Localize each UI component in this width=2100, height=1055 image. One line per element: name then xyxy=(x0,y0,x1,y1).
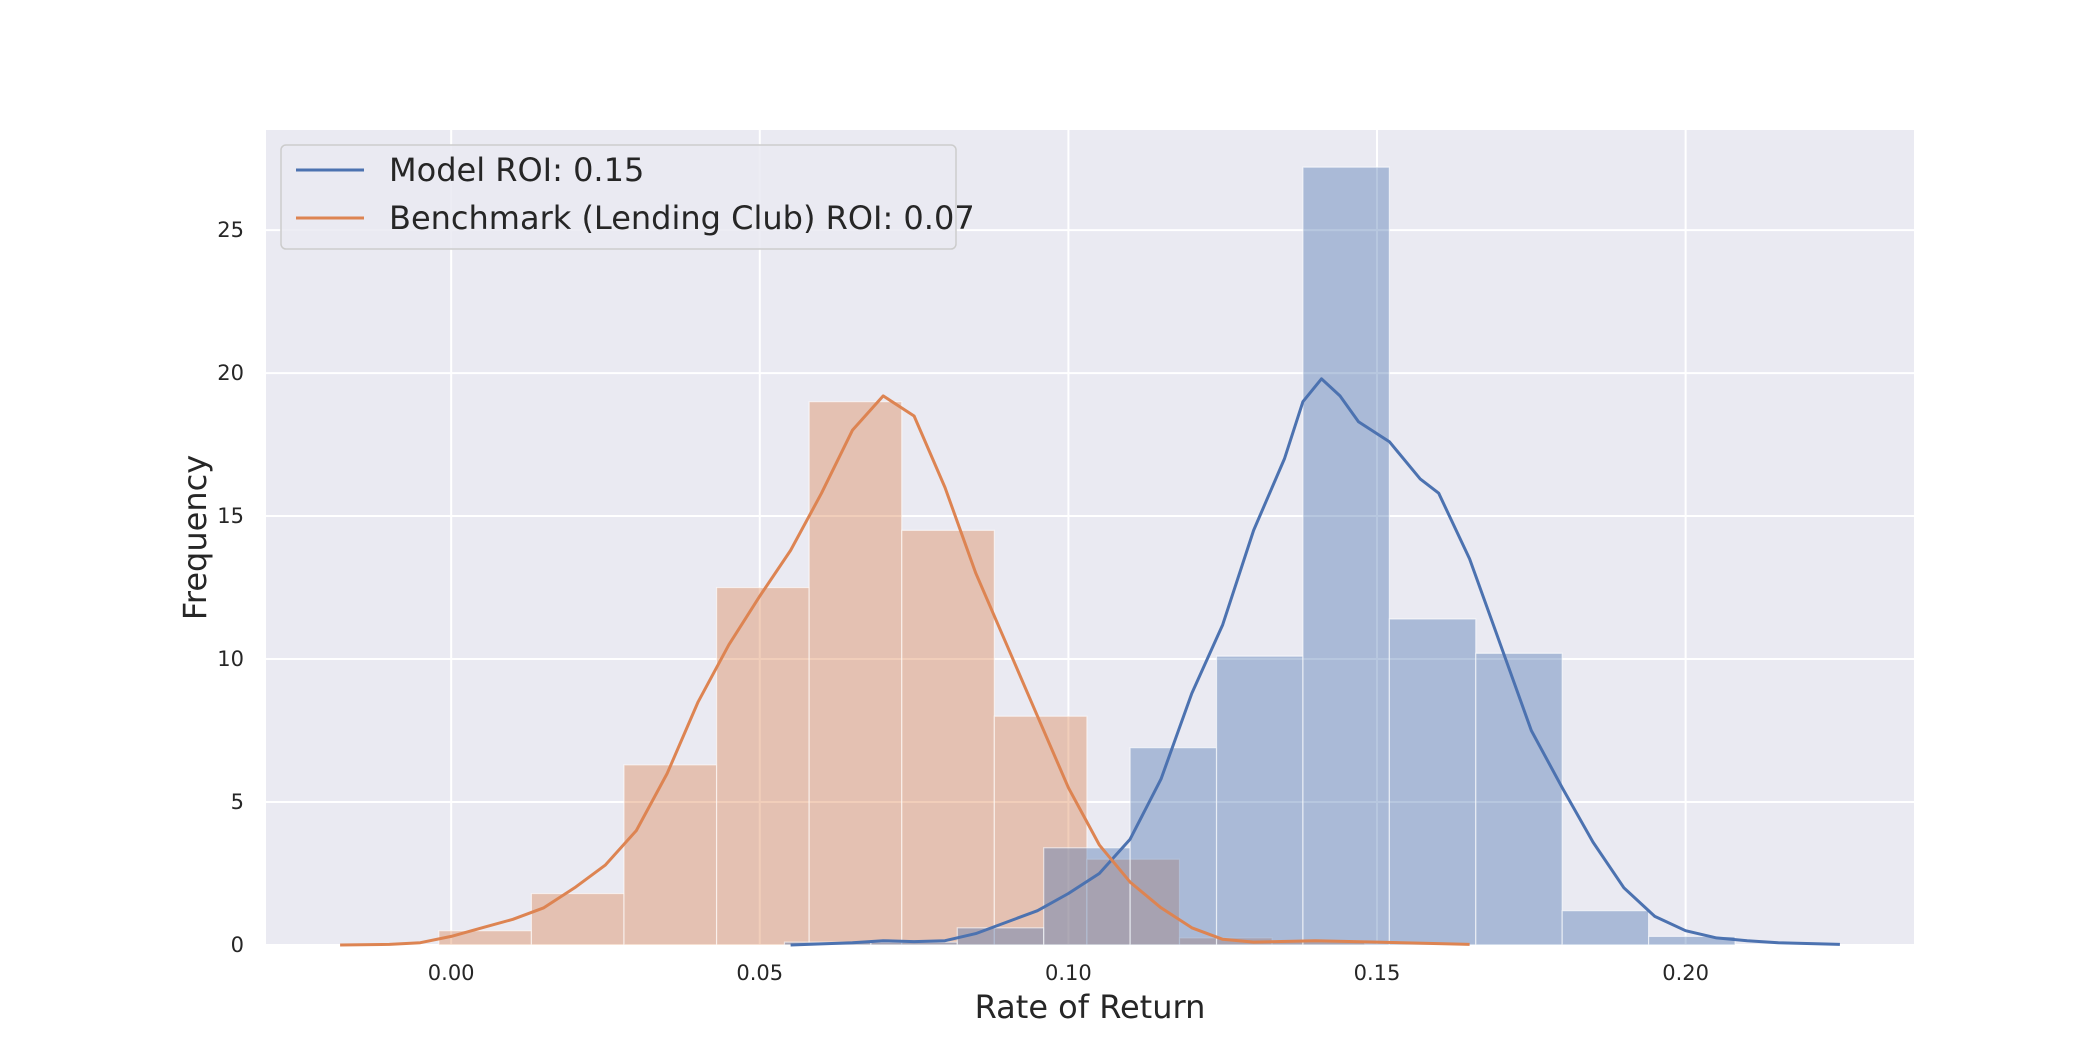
x-tick-label: 0.10 xyxy=(1045,961,1092,985)
x-tick-label: 0.20 xyxy=(1662,961,1709,985)
legend-box xyxy=(280,144,957,250)
y-tick-label: 5 xyxy=(231,790,244,814)
y-tick-label: 10 xyxy=(217,647,244,671)
model-bar xyxy=(1561,910,1650,946)
x-axis-label: Rate of Return xyxy=(975,988,1206,1026)
legend: Model ROI: 0.15 Benchmark (Lending Club)… xyxy=(280,144,975,250)
y-tick-label: 15 xyxy=(217,504,244,528)
histogram-bars xyxy=(438,166,1736,946)
y-axis-label: Frequency xyxy=(176,455,214,620)
benchmark-bar xyxy=(901,529,995,946)
model-bar xyxy=(956,927,1045,946)
legend-label-benchmark: Benchmark (Lending Club) ROI: 0.07 xyxy=(389,199,975,237)
benchmark-bar xyxy=(1086,858,1181,946)
benchmark-bar xyxy=(993,715,1088,946)
y-tick-label: 20 xyxy=(217,361,244,385)
model-bar xyxy=(1215,655,1304,946)
model-bar xyxy=(1302,166,1390,946)
model-bar xyxy=(1475,652,1563,946)
benchmark-bar xyxy=(715,586,810,946)
model-bar xyxy=(1043,847,1131,946)
model-bar xyxy=(1129,747,1218,946)
legend-label-model: Model ROI: 0.15 xyxy=(389,151,644,189)
plot-background xyxy=(266,130,1914,945)
y-tick-label: 0 xyxy=(231,933,244,957)
benchmark-bar xyxy=(438,930,533,946)
benchmark-bar xyxy=(530,892,625,946)
model-bar xyxy=(1388,618,1477,946)
x-tick-label: 0.15 xyxy=(1354,961,1401,985)
kde-curves xyxy=(340,377,1840,947)
benchmark-bar xyxy=(623,764,718,946)
x-tick-label: 0.05 xyxy=(736,961,783,985)
tick-labels: 0.00 0.05 0.10 0.15 0.20 0 5 10 15 20 25 xyxy=(217,218,1709,985)
x-tick-label: 0.00 xyxy=(428,961,475,985)
model-kde-line xyxy=(790,377,1840,947)
benchmark-kde-line xyxy=(340,394,1470,947)
benchmark-bar xyxy=(808,401,903,946)
y-tick-label: 25 xyxy=(217,218,244,242)
